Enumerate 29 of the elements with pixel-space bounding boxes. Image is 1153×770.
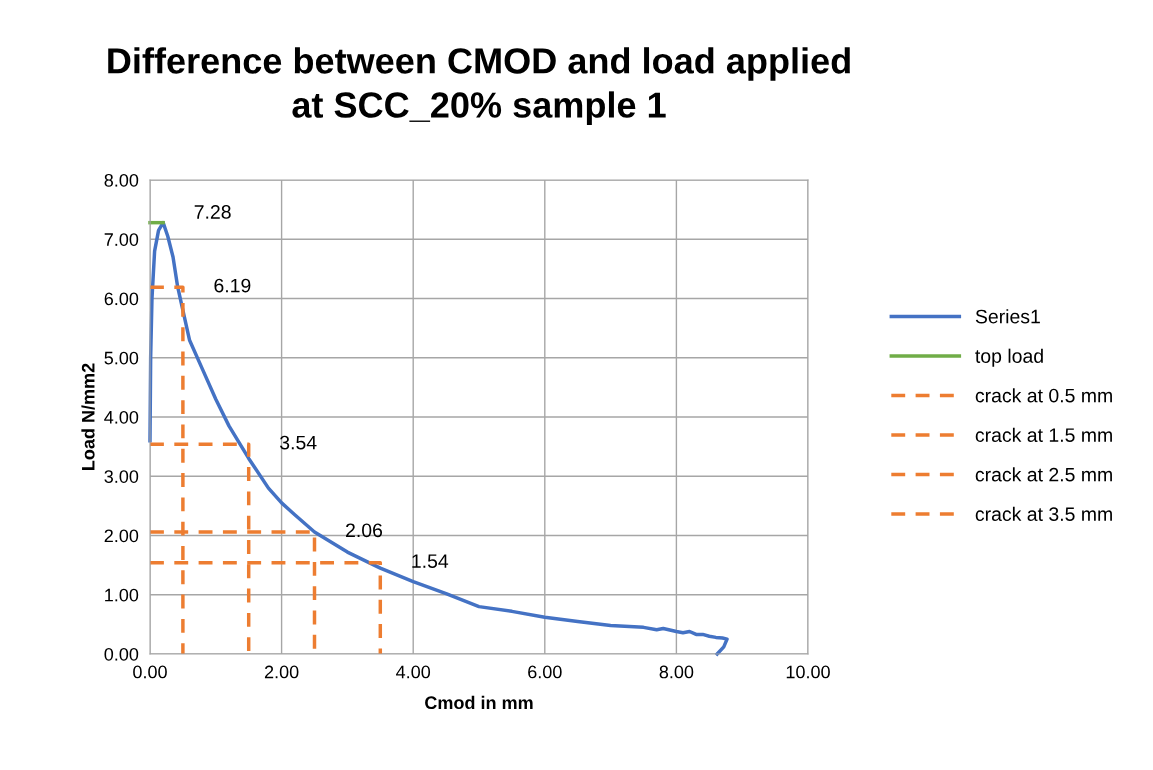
chart-title: Difference between CMOD and load applied at SCC_20% sample 1	[108, 47, 850, 125]
y-tick-label: 4.00	[104, 410, 139, 424]
y-tick-label: 6.00	[104, 292, 139, 306]
annotation: 3.54	[280, 435, 317, 450]
y-tick-label: 2.00	[104, 529, 139, 543]
legend-label: crack at 0.5 mm	[975, 388, 1112, 403]
legend-label: Series1	[975, 309, 1040, 324]
legend-label: crack at 1.5 mm	[975, 427, 1112, 442]
x-tick-label: 10.00	[786, 665, 830, 679]
annotation: 6.19	[214, 278, 251, 293]
x-tick-label: 6.00	[528, 665, 562, 679]
y-tick-label: 0.00	[104, 647, 139, 661]
x-tick-label: 8.00	[659, 665, 694, 679]
annotation: 2.06	[346, 523, 383, 538]
legend-label: crack at 3.5 mm	[975, 506, 1112, 522]
y-tick-label: 5.00	[104, 351, 139, 365]
annotation: 1.54	[412, 554, 449, 568]
x-tick-label: 0.00	[133, 665, 167, 679]
y-tick-label: 1.00	[105, 588, 139, 602]
legend-label: crack at 2.5 mm	[975, 467, 1112, 482]
annotation: 7.28	[194, 205, 231, 219]
y-tick-label: 7.00	[104, 233, 139, 246]
y-tick-label: 8.00	[104, 173, 139, 187]
x-axis-title: Cmod in mm	[425, 695, 533, 710]
legend-label: top load	[975, 348, 1043, 367]
y-axis-title: Load N/mm2	[81, 363, 95, 470]
y-tick-label: 3.00	[104, 470, 139, 483]
x-tick-label: 4.00	[396, 665, 431, 679]
x-tick-label: 2.00	[264, 665, 299, 679]
